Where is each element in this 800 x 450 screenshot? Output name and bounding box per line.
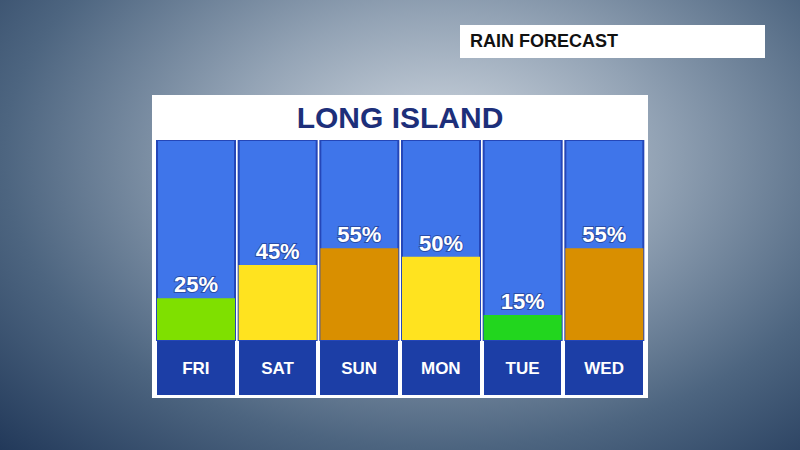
svg-text:50%: 50% — [419, 231, 463, 256]
svg-text:55%: 55% — [337, 222, 381, 247]
svg-text:MON: MON — [421, 359, 461, 378]
svg-text:SAT: SAT — [261, 359, 294, 378]
svg-text:TUE: TUE — [506, 359, 540, 378]
html-text:RAIN FORECAST: RAIN FORECAST — [470, 31, 618, 51]
svg-text:FRI: FRI — [182, 359, 209, 378]
svg-text:15%: 15% — [501, 289, 545, 314]
svg-text:25%: 25% — [174, 272, 218, 297]
html-text:LONG ISLAND: LONG ISLAND — [296, 100, 504, 134]
svg-text:55%: 55% — [582, 222, 626, 247]
svg-text:45%: 45% — [256, 239, 300, 264]
svg-text:SUN: SUN — [341, 359, 377, 378]
svg-text:WED: WED — [584, 359, 624, 378]
